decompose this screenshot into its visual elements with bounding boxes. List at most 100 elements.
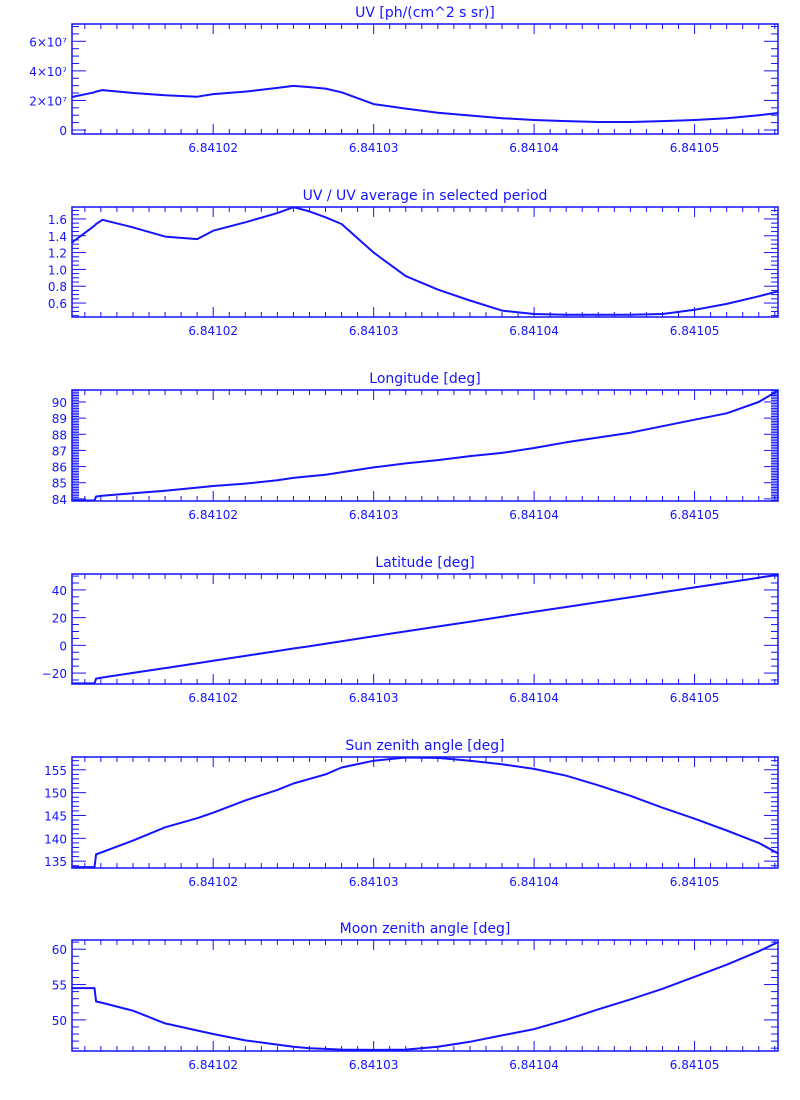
data-point [101,851,104,853]
series-line [71,206,779,316]
x-tick-label: 6.84103 [349,508,399,522]
y-tick-label: 0 [59,124,67,138]
data-point [324,1048,327,1050]
data-point [292,1045,295,1048]
data-point [661,313,664,315]
data-point [501,763,503,766]
data-point [164,235,166,238]
data-point [725,829,728,832]
data-point [93,682,96,685]
data-point [308,645,311,647]
panel-title: UV / UV average in selected period [303,188,548,204]
panel-5: Sun zenith angle [deg] 6.84102 6.84103 6.84… [44,738,779,889]
panel-4: Latitude [deg] 6.84102 6.84103 6.84104 6.841… [42,555,779,705]
data-point [629,795,632,797]
x-tick-label: 6.84104 [509,691,559,705]
data-point [71,987,73,989]
y-tick-label: 0 [59,639,67,653]
data-point [196,817,198,820]
data-point [597,601,600,603]
data-point [469,114,471,117]
data-point [533,119,535,121]
data-point [340,640,343,643]
panel-2: UV / UV average in selected period 6.8410… [48,188,779,338]
data-point [340,766,343,769]
data-point [437,1045,439,1048]
data-point [244,482,247,485]
y-tick-label: 145 [44,809,67,823]
data-point [777,941,779,943]
data-point [597,1008,600,1011]
data-point [437,625,439,628]
data-point [95,677,97,680]
data-point [212,811,214,814]
data-point [757,401,760,403]
data-point [757,576,760,579]
data-point [132,226,134,229]
data-point [132,92,134,94]
data-point [725,117,728,119]
data-point [276,212,279,214]
data-point [404,462,407,465]
data-point [757,114,760,117]
x-tick-label: 6.84102 [188,875,238,889]
data-point [276,479,279,482]
series-line [72,756,779,869]
y-tick-label: 87 [52,444,67,458]
y-tick-label: 0.8 [48,280,67,294]
data-point [95,223,97,225]
data-point [244,221,247,224]
y-tick-label: 60 [52,943,67,957]
x-tick-label: 6.84105 [670,691,720,705]
data-point [404,275,407,277]
data-point [469,455,471,457]
data-point [693,586,696,589]
data-point [340,91,343,94]
data-point [244,655,247,657]
data-point [93,987,96,989]
data-point [437,111,439,114]
x-tick-label: 6.84105 [670,324,720,338]
y-tick-label: 84 [52,493,67,507]
panel-3: Longitude [deg] 6.84102 6.84103 6.84104 6.84… [52,371,779,522]
y-tick-label: 0.6 [48,297,67,311]
data-point [404,630,407,633]
data-point [132,672,134,674]
data-point [95,1000,97,1003]
data-point [196,95,198,98]
data-point [757,842,760,844]
x-tick-label: 6.84104 [509,508,559,522]
data-point [469,299,471,302]
x-tick-label: 6.84102 [188,141,238,155]
data-point [308,86,311,88]
data-point [196,662,198,665]
data-point [693,418,696,421]
data-point [196,1029,198,1032]
data-point [244,799,247,802]
x-tick-label: 6.84104 [509,324,559,338]
y-tick-label: 85 [52,477,67,491]
data-point [101,218,104,221]
data-point [404,756,407,759]
data-point [372,1049,375,1051]
data-point [164,667,166,669]
data-point [276,1043,279,1046]
panel-title: UV [ph/(cm^2 s sr)] [355,5,495,21]
data-point [629,314,632,316]
panel-title: Longitude [deg] [369,371,480,387]
data-point [372,635,375,638]
y-tick-label: 86 [52,461,67,475]
data-point [324,773,327,776]
plot-frame [71,389,779,502]
data-point [196,238,198,240]
data-point [71,96,73,98]
panel-title: Latitude [deg] [375,555,474,571]
data-point [71,866,73,868]
x-tick-label: 6.84104 [509,875,559,889]
x-tick-label: 6.84103 [349,141,399,155]
data-point [372,759,375,762]
data-point [340,223,343,225]
data-point [501,117,503,119]
data-point [533,768,535,770]
y-tick-label: 20 [52,612,67,626]
